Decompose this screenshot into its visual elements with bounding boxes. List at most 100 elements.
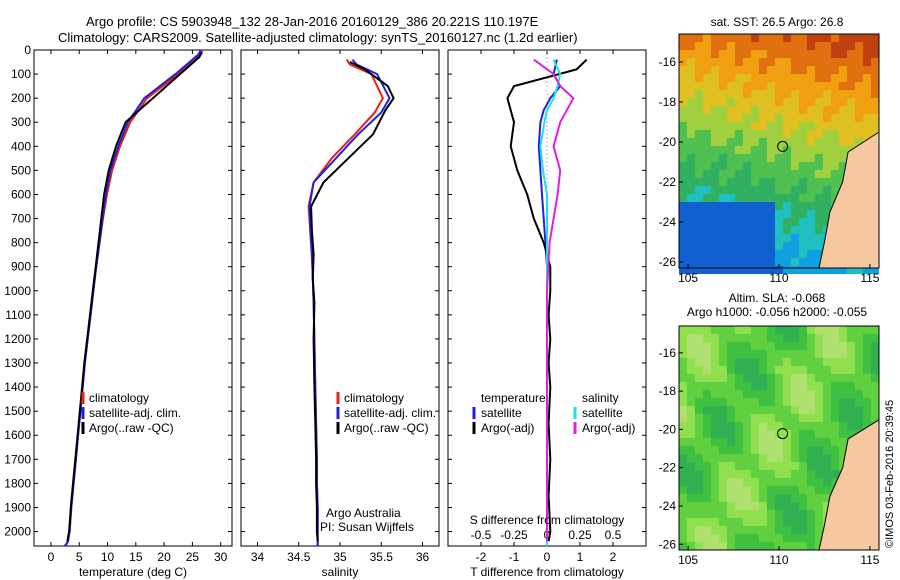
map-cell [799,98,807,106]
map-cell [703,146,711,154]
map-cell [807,82,815,90]
lat-tick-label: -20 [659,422,677,436]
credit-text: ©IMOS 03-Feb-2016 20:39:45 [884,400,896,548]
map-cell [799,462,807,470]
map-cell [831,90,839,98]
map-cell [703,510,711,518]
map-cell [735,74,743,82]
map-cell [735,342,743,350]
map-cell [767,374,775,382]
map-cell [783,170,791,178]
x-tick-label: 30 [214,550,228,564]
map-cell [687,478,695,486]
map-cell [695,202,703,210]
map-cell [783,98,791,106]
map-cell [759,342,767,350]
map-cell [687,234,695,242]
map-cell [751,210,759,218]
map-cell [751,334,759,342]
map-cell [831,390,839,398]
map-cell [815,342,823,350]
map-cell [703,266,711,274]
map-cell [759,502,767,510]
map-cell [807,414,815,422]
map-cell [751,250,759,258]
map-cell [751,390,759,398]
map-cell [695,374,703,382]
map-cell [839,266,847,274]
map-cell [743,34,751,42]
map-cell [751,422,759,430]
map-cell [687,350,695,358]
map-cell [855,58,863,66]
map-cell [735,462,743,470]
map-cell [783,542,791,550]
map-cell [807,146,815,154]
map-cell [855,90,863,98]
map-cell [679,66,687,74]
map-cell [775,430,783,438]
map-cell [823,486,831,494]
map-cell [719,358,727,366]
map-cell [799,218,807,226]
map-cell [743,82,751,90]
map-cell [727,494,735,502]
map-cell [719,438,727,446]
map-cell [839,138,847,146]
map-cell [687,390,695,398]
map-cell [775,186,783,194]
map-cell [751,518,759,526]
map-cell [727,454,735,462]
map-cell [783,58,791,66]
map-cell [799,138,807,146]
map-cell [687,486,695,494]
x-tick-label: 35 [333,550,347,564]
map-cell [711,58,719,66]
map-cell [695,422,703,430]
map-cell [703,382,711,390]
map-cell [719,210,727,218]
map-cell [847,122,855,130]
map-cell [823,90,831,98]
map-cell [727,518,735,526]
map-cell [759,234,767,242]
map-cell [751,454,759,462]
map-cell [759,226,767,234]
map-cell [783,130,791,138]
map-cell [743,534,751,542]
lon-tick-label: 110 [769,553,788,567]
x-tick-label: 20 [157,550,171,564]
depth-tick-label: 1400 [4,380,31,394]
map-cell [735,162,743,170]
map-cell [823,170,831,178]
map-cell [735,194,743,202]
map-cell [711,242,719,250]
map-cell [823,218,831,226]
map-cell [727,342,735,350]
map-cell [719,114,727,122]
map-cell [687,326,695,334]
map-cell [767,250,775,258]
map-cell [687,398,695,406]
map-cell [751,82,759,90]
map-cell [703,162,711,170]
map-cell [711,334,719,342]
map-cell [759,454,767,462]
map-cell [783,122,791,130]
map-cell [703,82,711,90]
map-cell [703,210,711,218]
map-cell [751,478,759,486]
map-cell [735,326,743,334]
lon-tick-label: 105 [678,271,698,285]
map-cell [751,194,759,202]
map-cell [815,518,823,526]
map-cell [719,74,727,82]
map-cell [807,358,815,366]
map-cell [695,90,703,98]
map-cell [743,430,751,438]
map-cell [679,406,687,414]
map-cell [831,162,839,170]
map-cell [727,122,735,130]
map-cell [783,138,791,146]
map-cell [855,74,863,82]
